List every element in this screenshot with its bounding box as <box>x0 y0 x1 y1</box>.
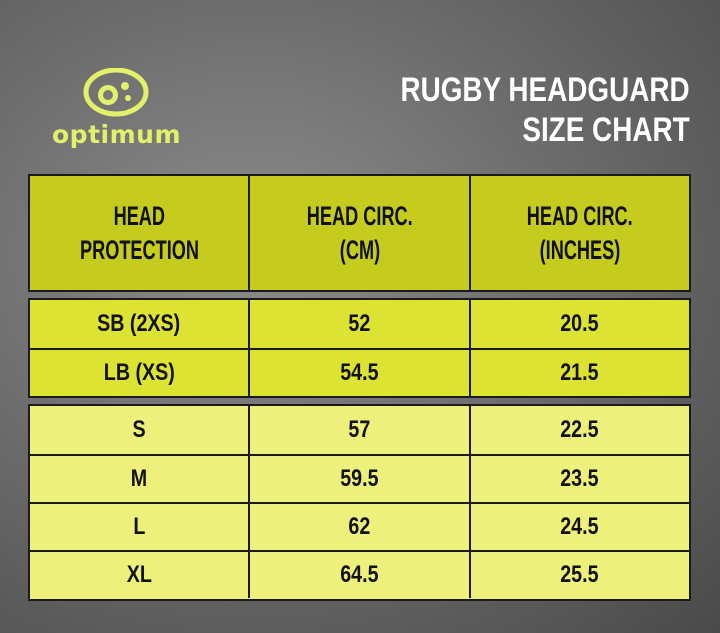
title-line-1: RUGBY HEADGUARD <box>400 71 690 109</box>
table-row: L 62 24.5 <box>30 502 689 550</box>
table-row: LB (XS) 54.5 21.5 <box>30 348 689 396</box>
inches-cell: 20.5 <box>468 300 689 348</box>
size-cell: XL <box>126 561 152 588</box>
cm-cell: 52 <box>248 300 468 348</box>
header-head-circ-cm: HEAD CIRC. (CM) <box>248 176 468 290</box>
table-row: SB (2XS) 52 20.5 <box>30 300 689 348</box>
inches-cell: 24.5 <box>468 504 689 550</box>
title-line-2: SIZE CHART <box>522 111 690 149</box>
size-group-junior: SB (2XS) 52 20.5 LB (XS) 54.5 21.5 <box>28 298 691 398</box>
size-cell: LB (XS) <box>103 359 175 386</box>
size-table-header: HEAD PROTECTION HEAD CIRC. (CM) HEAD CIRC.… <box>28 174 691 292</box>
inches-cell: 23.5 <box>468 456 689 502</box>
inches-cell: 22.5 <box>468 406 689 454</box>
table-row: M 59.5 23.5 <box>30 454 689 502</box>
cm-cell: 64.5 <box>248 552 468 598</box>
cm-cell: 62 <box>248 504 468 550</box>
page-title: RUGBY HEADGUARD SIZE CHART <box>401 70 690 150</box>
header-head-protection: HEAD PROTECTION <box>79 201 199 265</box>
size-cell: SB (2XS) <box>97 310 181 337</box>
cm-cell: 59.5 <box>248 456 468 502</box>
table-row: XL 64.5 25.5 <box>30 550 689 598</box>
size-cell: M <box>130 465 148 492</box>
brand-name: optimum <box>52 120 181 149</box>
size-cell: S <box>132 416 146 443</box>
cm-cell: 54.5 <box>248 350 468 396</box>
inches-cell: 21.5 <box>468 350 689 396</box>
optimum-logo-icon <box>83 68 149 117</box>
cm-cell: 57 <box>248 406 468 454</box>
inches-cell: 25.5 <box>468 552 689 598</box>
table-row: S 57 22.5 <box>30 406 689 454</box>
header-head-circ-inches: HEAD CIRC. (INCHES) <box>468 176 689 290</box>
size-cell: L <box>133 513 146 540</box>
header-row: HEAD PROTECTION HEAD CIRC. (CM) HEAD CIRC.… <box>30 176 689 290</box>
size-group-senior: S 57 22.5 M 59.5 23.5 L 62 24.5 XL 64.5 … <box>28 404 691 601</box>
